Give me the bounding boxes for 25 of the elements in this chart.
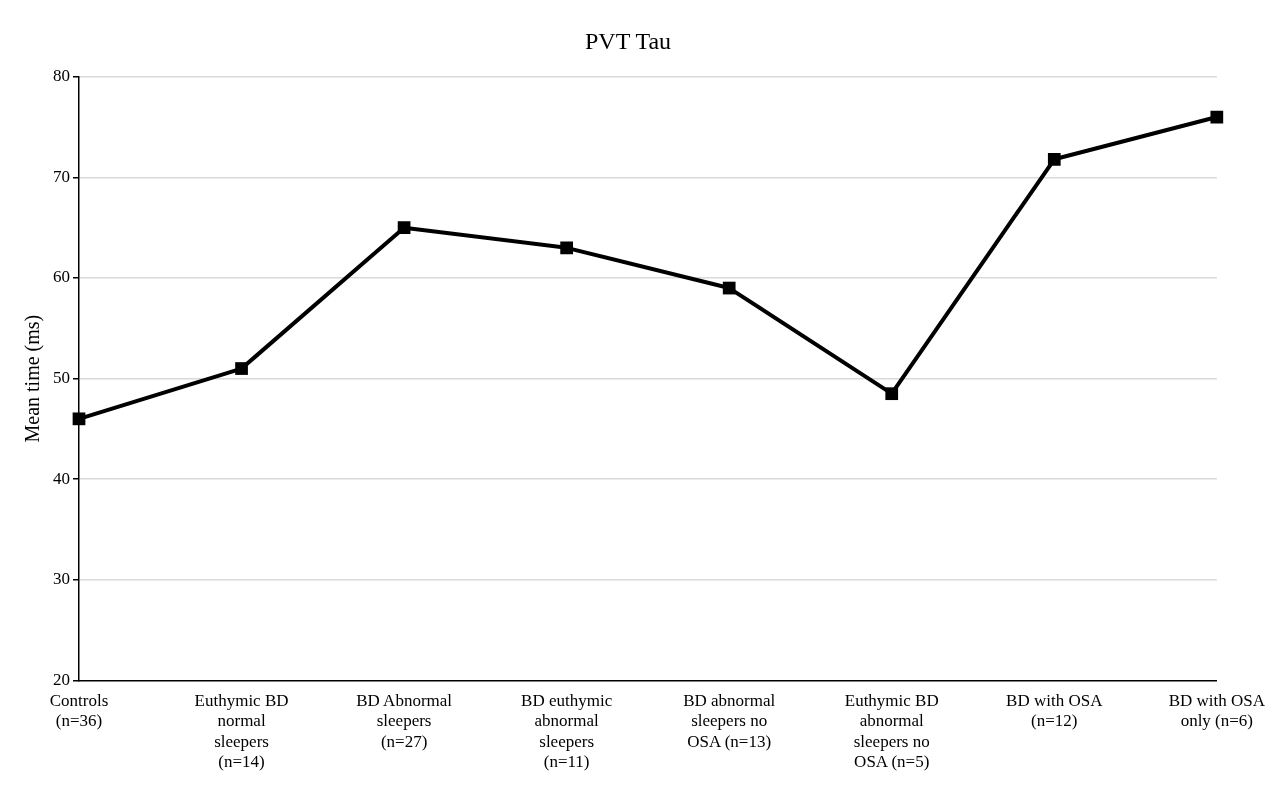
x-tick-label: Euthymic BD normal sleepers (n=14): [194, 691, 289, 772]
x-tick-label: BD Abnormal sleepers (n=27): [356, 691, 453, 751]
x-tick-label: BD with OSA only (n=6): [1168, 691, 1266, 731]
point: [235, 362, 248, 375]
point: [885, 387, 899, 401]
x-tick-label: Euthymic BD abnormal sleepers no OSA (n=5): [844, 691, 939, 772]
x-tick-label: BD euthymic abnormal sleepers (n=11): [521, 691, 613, 772]
y-tick-label: 50: [53, 368, 70, 388]
y-tick-label: 70: [53, 166, 70, 186]
point: [1210, 110, 1224, 124]
y-tick-label: 80: [53, 66, 70, 86]
chart-title: PVT Tau: [584, 27, 672, 54]
y-tick-label: 20: [53, 669, 70, 689]
point: [1047, 152, 1061, 166]
y-tick-label: 60: [53, 267, 70, 287]
y-axis-title: Mean time (ms): [21, 314, 45, 443]
x-tick-label: Controls (n=36): [49, 691, 109, 731]
y-tick-label: 30: [53, 569, 70, 589]
x-tick-label: BD with OSA (n=12): [1006, 691, 1104, 731]
x-tick-label: BD abnormal sleepers no OSA (n=13): [683, 691, 776, 751]
point: [560, 241, 573, 255]
point: [722, 281, 736, 295]
point: [397, 221, 411, 235]
y-tick-label: 40: [53, 468, 70, 488]
point: [72, 412, 86, 426]
